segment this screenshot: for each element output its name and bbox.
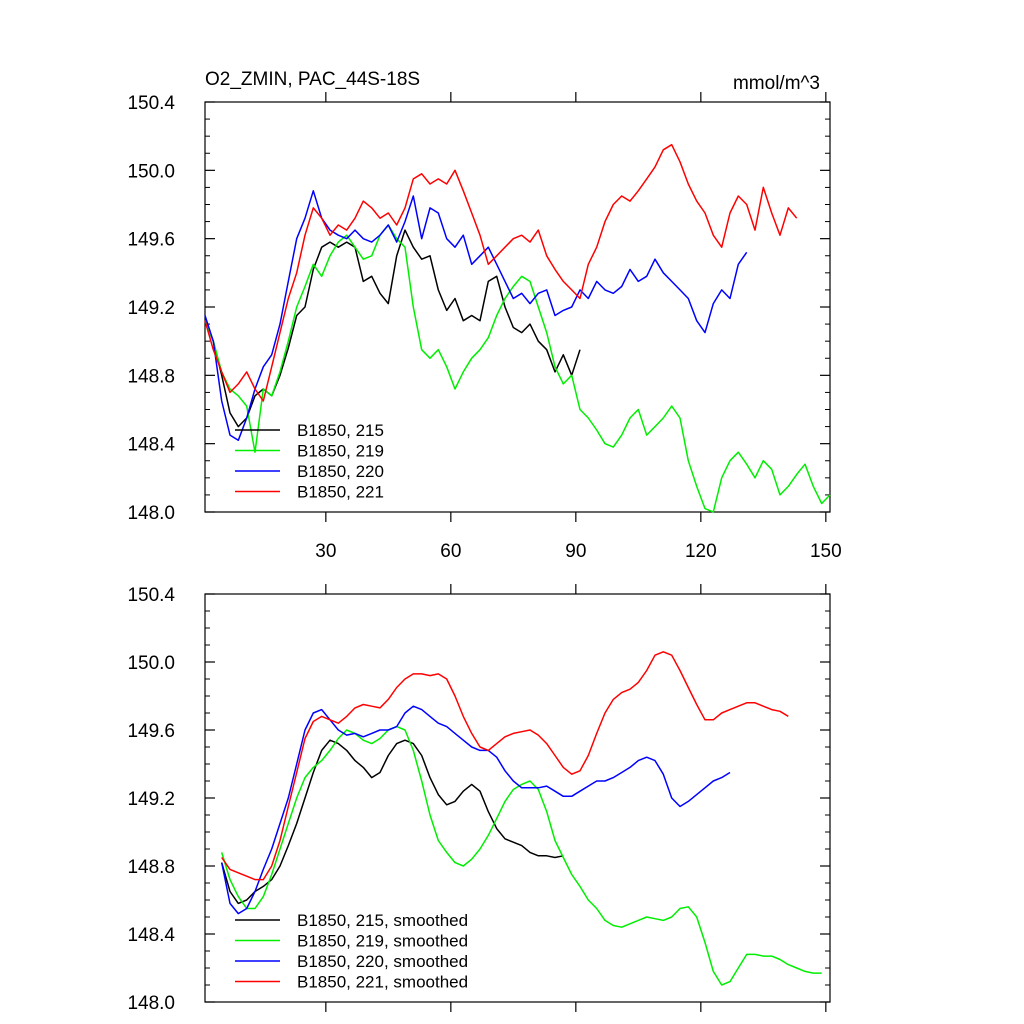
x-tick-label: 60 [440,541,461,562]
series-line [220,705,731,915]
legend-label: B1850, 215, smoothed [297,911,468,930]
series-line [204,224,831,513]
y-tick-label: 148.0 [127,993,175,1014]
series-line [204,143,798,402]
series-line [204,190,748,442]
legend-label: B1850, 219 [297,442,384,461]
series-line [220,739,564,905]
y-tick-label: 148.8 [127,857,175,878]
x-tick-label: 120 [685,541,717,562]
chart-panel-1: 148.0 148.4 148.8 149.2 149.6 150.0 150.4 30 60 9… [127,69,841,562]
y-tick-label: 148.4 [127,925,175,946]
y-tick-label: 150.4 [127,585,175,606]
legend-label: B1850, 219, smoothed [297,932,468,951]
y-tick-label: 149.6 [127,721,175,742]
y-tick-label: 148.0 [127,503,175,524]
y-tick-label: 148.4 [127,435,175,456]
chart-panel-2: 148.0 148.4 148.8 149.2 149.6 150.0 150.4 B1850… [127,584,831,1014]
x-tick-label: 30 [315,541,336,562]
legend-label: B1850, 221, smoothed [297,973,468,992]
series-line [220,725,822,986]
y-tick-label: 150.0 [127,653,175,674]
y-tick-label: 149.6 [127,230,175,251]
y-tick-label: 150.0 [127,161,175,182]
x-tick-label: 150 [810,541,842,562]
y-tick-label: 150.4 [127,93,175,114]
x-tick-label: 90 [565,541,586,562]
y-tick-label: 149.2 [127,298,175,319]
series-line [221,651,789,881]
chart-units: mmol/m^3 [733,73,820,94]
legend-label: B1850, 220 [297,462,384,481]
y-tick-label: 149.2 [127,789,175,810]
legend-label: B1850, 220, smoothed [297,952,468,971]
y-tick-label: 148.8 [127,366,175,387]
legend-label: B1850, 221 [297,483,384,502]
chart-title: O2_ZMIN, PAC_44S-18S [205,69,420,90]
legend-label: B1850, 215 [297,421,384,440]
